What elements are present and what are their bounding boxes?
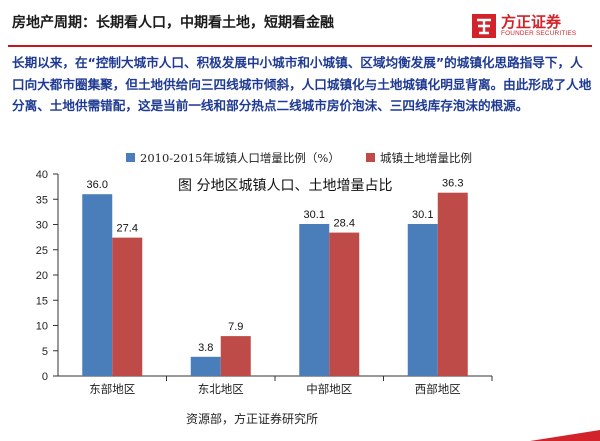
y-tick-label: 20 xyxy=(36,270,48,282)
bar xyxy=(220,336,251,376)
header-divider xyxy=(8,45,592,47)
bar-value-label: 36.0 xyxy=(87,179,108,191)
bar xyxy=(112,237,143,376)
y-tick-label: 25 xyxy=(36,245,48,257)
y-tick-label: 30 xyxy=(36,220,48,232)
bar-value-label: 28.4 xyxy=(334,218,355,230)
bar-value-label: 3.8 xyxy=(198,342,213,354)
bar xyxy=(407,223,438,376)
chart-axes: 0 5 10 15 20 25 30 35 40 东部地区 东北地区 中部地区 西部地区 xyxy=(36,169,493,396)
logo-text-cn: 方正证券 xyxy=(501,13,562,31)
bar-value-label: 30.1 xyxy=(412,209,433,221)
bar xyxy=(299,223,330,376)
chart-bars xyxy=(82,192,468,376)
y-tick-label: 15 xyxy=(36,295,48,307)
legend-label: 城镇土地增量比例 xyxy=(380,151,472,165)
bar xyxy=(437,192,468,376)
legend-swatch xyxy=(366,153,375,162)
y-tick-label: 40 xyxy=(36,169,48,181)
y-tick-label: 5 xyxy=(42,346,48,358)
regional-bar-chart: 2010-2015年城镇人口增量比例（%） 城镇土地增量比例 图 分地区城镇人口、… xyxy=(36,151,493,396)
y-tick-label: 35 xyxy=(36,194,48,206)
chart-title: 图 分地区城镇人口、土地增量占比 xyxy=(178,178,392,194)
bar xyxy=(329,232,360,376)
x-tick-label: 中部地区 xyxy=(306,382,352,396)
bar-value-label: 27.4 xyxy=(117,223,138,235)
x-tick-label: 东部地区 xyxy=(89,382,135,396)
legend-label: 2010-2015年城镇人口增量比例（%） xyxy=(140,151,340,165)
logo-text-en: FOUNDER SECURITIES xyxy=(501,30,577,37)
x-tick-label: 东北地区 xyxy=(198,382,244,396)
x-tick-label: 西部地区 xyxy=(415,382,461,396)
y-tick-label: 10 xyxy=(36,321,48,333)
source-note: 资源部，方正证券研究所 xyxy=(186,412,319,426)
bar xyxy=(82,194,113,376)
y-tick-label: 0 xyxy=(42,371,48,383)
founder-logo-icon xyxy=(472,14,496,38)
body-paragraph: 长期以来，在“控制大城市人口、积极发展中小城市和小城镇、区域均衡发展”的城镇化思… xyxy=(12,55,592,113)
legend-swatch xyxy=(126,153,135,162)
page-title: 房地产周期：长期看人口，中期看土地，短期看金融 xyxy=(12,15,334,31)
chart-legend: 2010-2015年城镇人口增量比例（%） 城镇土地增量比例 xyxy=(126,151,472,165)
bar-value-label: 30.1 xyxy=(304,209,325,221)
footer-accent xyxy=(530,430,600,441)
bar-value-label: 7.9 xyxy=(228,321,243,333)
bar xyxy=(190,356,221,376)
chart-data-labels: 36.0 27.4 3.8 7.9 30.1 28.4 30.1 36.3 xyxy=(87,178,464,354)
bar-value-label: 36.3 xyxy=(442,178,463,190)
founder-securities-logo: 方正证券 FOUNDER SECURITIES xyxy=(471,11,595,41)
header: 房地产周期：长期看人口，中期看土地，短期看金融 方正证券 FOUNDER SEC… xyxy=(0,0,600,44)
